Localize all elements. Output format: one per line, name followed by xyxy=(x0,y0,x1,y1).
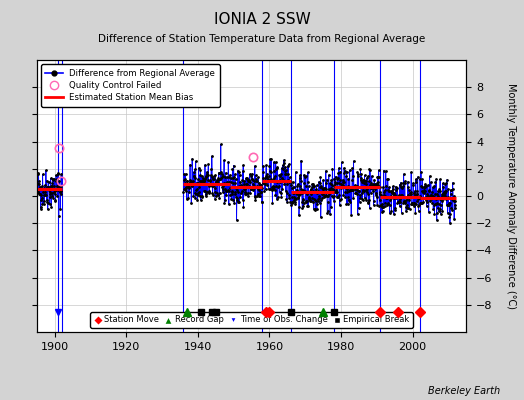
Legend: Station Move, Record Gap, Time of Obs. Change, Empirical Break: Station Move, Record Gap, Time of Obs. C… xyxy=(90,312,413,328)
Text: IONIA 2 SSW: IONIA 2 SSW xyxy=(214,12,310,27)
Text: Berkeley Earth: Berkeley Earth xyxy=(428,386,500,396)
Y-axis label: Monthly Temperature Anomaly Difference (°C): Monthly Temperature Anomaly Difference (… xyxy=(507,83,517,309)
Text: Difference of Station Temperature Data from Regional Average: Difference of Station Temperature Data f… xyxy=(99,34,425,44)
